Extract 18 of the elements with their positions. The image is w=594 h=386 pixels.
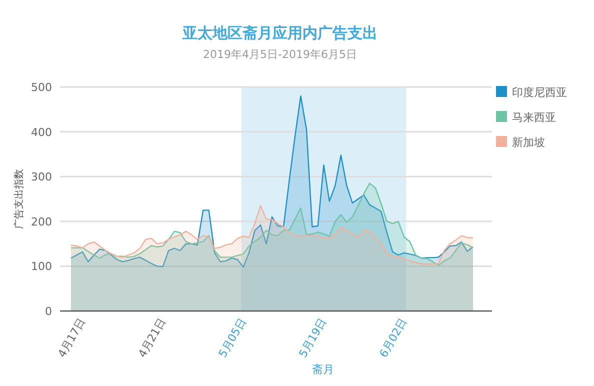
legend-label: 新加坡 (512, 136, 545, 149)
y-tick-label: 0 (45, 305, 52, 318)
y-tick-label: 200 (31, 215, 52, 228)
chart-title: 亚太地区斋月应用内广告支出 (182, 24, 378, 42)
x-tick-label: 4月21日 (136, 316, 168, 360)
y-axis-title: 广告支出指数 (13, 169, 25, 229)
y-tick-label: 500 (31, 81, 52, 94)
y-tick-label: 400 (31, 126, 52, 139)
x-tick-label: 5月05日 (216, 316, 249, 360)
chart-subtitle: 2019年4月5日-2019年6月5日 (203, 48, 357, 61)
x-tick-label: 4月17日 (55, 316, 88, 360)
y-tick-label: 300 (31, 170, 52, 184)
x-tick-label: 5月19日 (296, 316, 330, 360)
x-axis-title: 斋月 (312, 363, 334, 376)
legend-label: 印度尼西亚 (512, 86, 567, 99)
x-tick-label: 6月02日 (376, 316, 410, 360)
y-tick-label: 100 (31, 260, 52, 274)
legend-label: 马来西亚 (512, 111, 556, 124)
